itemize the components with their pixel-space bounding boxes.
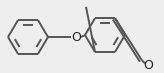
- Text: O: O: [71, 31, 81, 44]
- Text: O: O: [143, 59, 153, 72]
